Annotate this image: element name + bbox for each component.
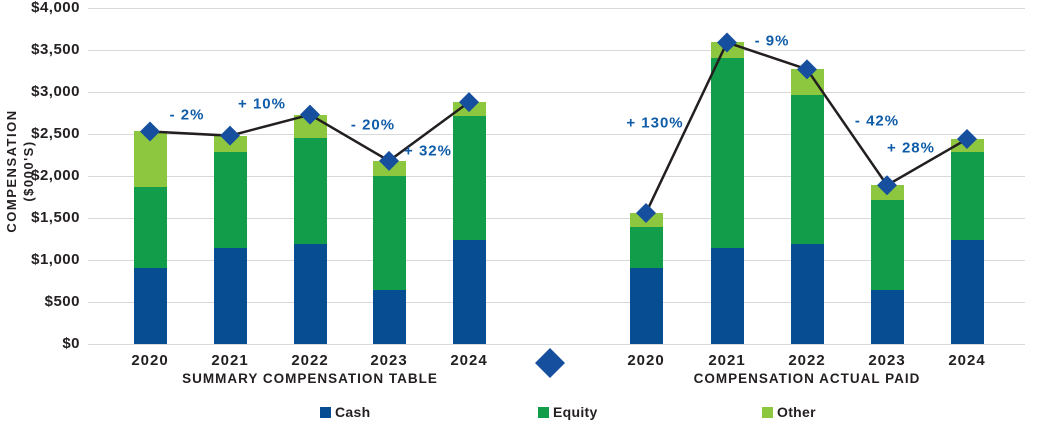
total-diamond-marker [300,104,320,125]
x-axis-year-label: 2022 [788,352,826,369]
bar-segment-equity [452,116,486,240]
gridline [88,260,1025,261]
total-diamond-marker [877,175,897,196]
group-separator-diamond [535,348,565,378]
y-tick-label: $2,500 [31,125,80,142]
x-axis-year-label: 2024 [948,352,986,369]
y-tick-label: $1,500 [31,209,80,226]
total-diamond-marker [459,92,479,113]
total-diamond-marker [957,129,977,150]
legend-swatch-equity [538,406,549,418]
bar-segment-cash [372,290,406,344]
x-axis-year-label: 2020 [627,352,665,369]
bar-segment-cash [950,239,984,344]
bar-segment-equity [870,199,904,291]
bar-segment-equity [372,176,406,291]
bar-segment-equity [710,58,744,249]
x-axis-year-label: 2023 [868,352,906,369]
bar-segment-equity [629,227,663,268]
pct-change-label: + 28% [887,139,935,157]
x-axis-year-label: 2023 [370,352,408,369]
y-tick-label: $500 [44,293,80,310]
pct-change-label: - 42% [854,112,900,130]
gridline [88,134,1025,135]
bar-segment-equity [790,94,824,245]
bar-segment-cash [790,244,824,344]
group-axis-title: SUMMARY COMPENSATION TABLE [182,371,438,386]
bar-segment-cash [629,267,663,344]
pct-change-label: - 9% [754,32,790,50]
legend-label: Other [777,404,816,420]
bar-segment-cash [293,244,327,344]
y-tick-label: $1,000 [31,251,80,268]
total-diamond-marker [220,125,240,146]
bar-segment-equity [950,152,984,240]
pct-change-label: + 130% [626,114,684,132]
gridline [88,50,1025,51]
x-axis-year-label: 2024 [450,352,488,369]
gridline [88,92,1025,93]
y-tick-label: $3,000 [31,83,80,100]
legend-swatch-cash [320,406,331,418]
total-diamond-marker [636,202,656,223]
x-axis-year-label: 2022 [291,352,329,369]
legend-label: Cash [335,404,371,420]
pct-change-label: + 10% [238,95,286,113]
bar-segment-equity [293,138,327,245]
x-axis-year-label: 2020 [131,352,169,369]
total-diamond-marker [797,59,817,80]
y-tick-label: $3,500 [31,41,80,58]
bar-segment-equity [133,186,167,268]
bar-segment-cash [710,248,744,344]
y-tick-label: $2,000 [31,167,80,184]
bar-segment-cash [133,267,167,344]
legend-item-cash: Cash [320,404,370,420]
pct-change-label: - 20% [350,116,396,134]
y-tick-label: $4,000 [31,0,80,16]
legend-label: Equity [553,404,598,420]
bar-segment-cash [452,239,486,344]
legend-item-equity: Equity [538,404,598,420]
x-axis-year-label: 2021 [708,352,746,369]
total-diamond-marker [379,150,399,171]
bar-segment-equity [213,151,247,249]
x-axis-year-label: 2021 [211,352,249,369]
pct-change-label: + 32% [404,142,452,160]
gridline [88,344,1025,345]
legend-item-other: Other [762,404,816,420]
legend-swatch-other [762,406,773,418]
gridline [88,218,1025,219]
bar-segment-cash [213,248,247,344]
total-diamond-marker [140,121,160,142]
y-tick-label: $0 [62,335,80,352]
group-axis-title: COMPENSATION ACTUAL PAID [693,371,921,386]
total-diamond-marker [717,32,737,53]
bar-segment-cash [870,290,904,344]
gridline [88,302,1025,303]
pct-change-label: - 2% [169,106,205,124]
gridline [88,8,1025,9]
gridline [88,176,1025,177]
